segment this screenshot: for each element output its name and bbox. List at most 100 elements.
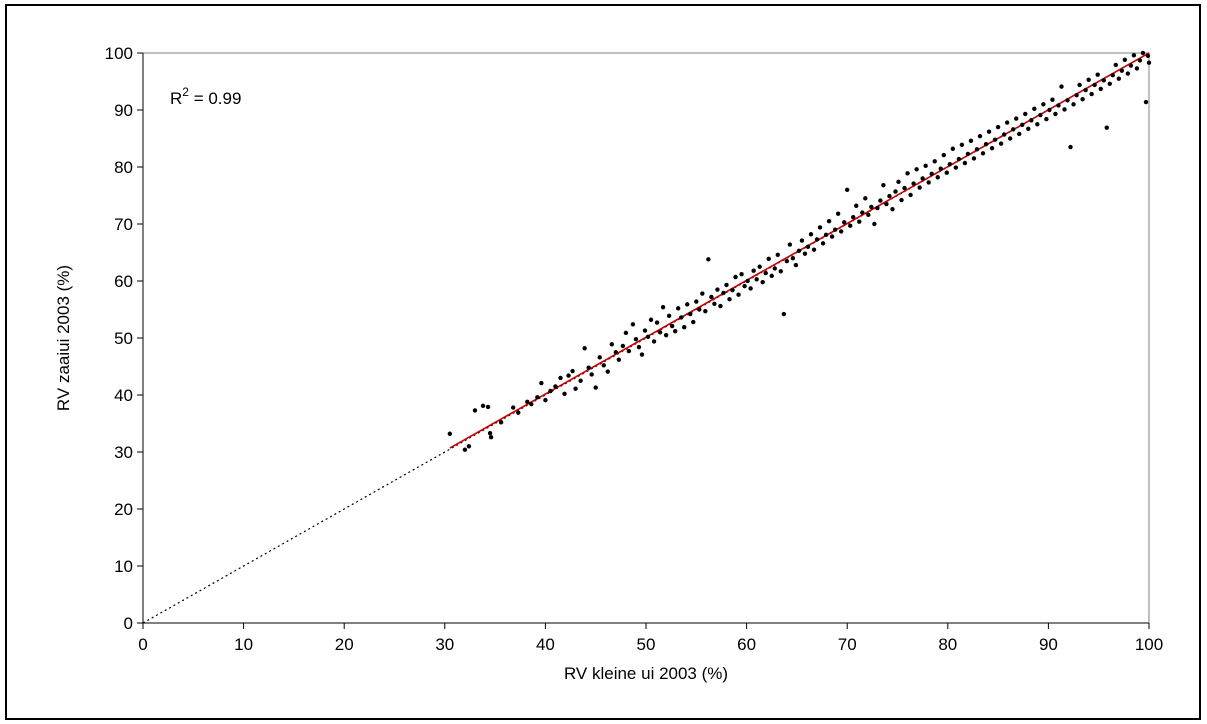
data-point: [633, 336, 639, 342]
data-point: [487, 430, 493, 436]
data-point: [736, 292, 741, 297]
data-point: [562, 391, 567, 397]
data-point: [968, 138, 974, 143]
data-point: [694, 299, 699, 304]
data-point: [703, 309, 708, 314]
data-point: [956, 156, 962, 162]
data-point: [1062, 107, 1067, 112]
x-tick-label: 30: [435, 635, 454, 654]
data-point: [778, 269, 784, 274]
data-point: [1080, 96, 1085, 102]
data-point: [1038, 112, 1043, 118]
data-point: [570, 368, 575, 374]
data-point: [657, 330, 663, 335]
data-point: [1143, 99, 1149, 105]
data-point: [935, 175, 940, 180]
data-point: [1145, 53, 1151, 59]
data-point: [636, 344, 642, 350]
data-point: [666, 313, 672, 318]
data-point: [1086, 77, 1091, 82]
y-tick-label: 40: [114, 386, 133, 405]
data-point: [675, 306, 681, 311]
data-point: [1017, 131, 1022, 137]
data-point: [838, 229, 844, 234]
data-point: [805, 244, 811, 249]
data-point: [920, 176, 925, 181]
data-point: [802, 251, 808, 256]
x-tick-label: 70: [838, 635, 857, 654]
data-point: [932, 159, 937, 164]
data-point: [1140, 50, 1146, 56]
data-point: [685, 302, 690, 307]
data-point: [516, 410, 521, 415]
data-point: [593, 385, 598, 390]
data-point: [578, 378, 583, 383]
data-point: [941, 152, 946, 158]
data-point: [1065, 98, 1070, 103]
data-point: [645, 334, 651, 340]
data-point: [823, 232, 829, 238]
data-point: [1056, 103, 1061, 108]
data-point: [989, 145, 995, 151]
data-point: [679, 315, 684, 320]
data-point: [887, 193, 892, 199]
data-point: [971, 156, 977, 161]
y-tick-label: 20: [114, 500, 133, 519]
y-tick-label: 50: [114, 329, 133, 348]
data-point: [669, 323, 675, 329]
data-point: [983, 142, 989, 147]
data-point: [890, 206, 895, 212]
data-point: [926, 180, 931, 185]
data-point: [1119, 68, 1125, 73]
data-point: [938, 166, 943, 171]
data-point: [1050, 97, 1055, 102]
data-point: [845, 187, 850, 192]
data-point: [706, 257, 711, 262]
data-point: [799, 238, 805, 243]
data-point: [1044, 116, 1049, 122]
data-point: [691, 319, 696, 325]
data-point: [1041, 102, 1046, 107]
data-point: [472, 408, 478, 413]
data-point: [835, 211, 841, 216]
data-point: [1023, 111, 1028, 117]
data-point: [1104, 125, 1109, 130]
data-point: [1134, 66, 1140, 71]
y-tick-label: 70: [114, 215, 133, 234]
data-point: [962, 160, 968, 166]
data-point: [498, 420, 504, 425]
data-point: [817, 225, 823, 230]
data-point: [1146, 60, 1152, 65]
data-point: [820, 241, 826, 246]
data-point: [787, 242, 793, 247]
data-point: [992, 137, 998, 142]
data-point: [688, 311, 693, 317]
data-point: [760, 279, 765, 285]
data-point: [1083, 87, 1088, 93]
data-point: [651, 339, 657, 344]
data-point: [908, 192, 913, 198]
data-point: [872, 221, 877, 227]
data-point: [832, 227, 838, 232]
data-point: [790, 256, 796, 261]
data-point: [878, 198, 883, 203]
data-point: [480, 403, 486, 409]
r-exponent: 2: [182, 85, 189, 99]
data-point: [784, 258, 790, 264]
data-points: [447, 50, 1152, 452]
data-point: [911, 181, 916, 186]
data-point: [573, 386, 578, 391]
data-point: [923, 163, 928, 169]
x-tick-label: 80: [938, 635, 957, 654]
data-point: [1007, 136, 1013, 141]
data-point: [980, 151, 986, 156]
data-point: [995, 124, 1001, 130]
data-point: [763, 270, 768, 276]
data-point: [566, 373, 571, 378]
data-point: [1128, 63, 1134, 68]
data-point: [1098, 86, 1103, 92]
data-point: [814, 237, 820, 242]
data-point: [597, 355, 602, 360]
data-point: [950, 146, 956, 151]
data-point: [826, 218, 832, 224]
